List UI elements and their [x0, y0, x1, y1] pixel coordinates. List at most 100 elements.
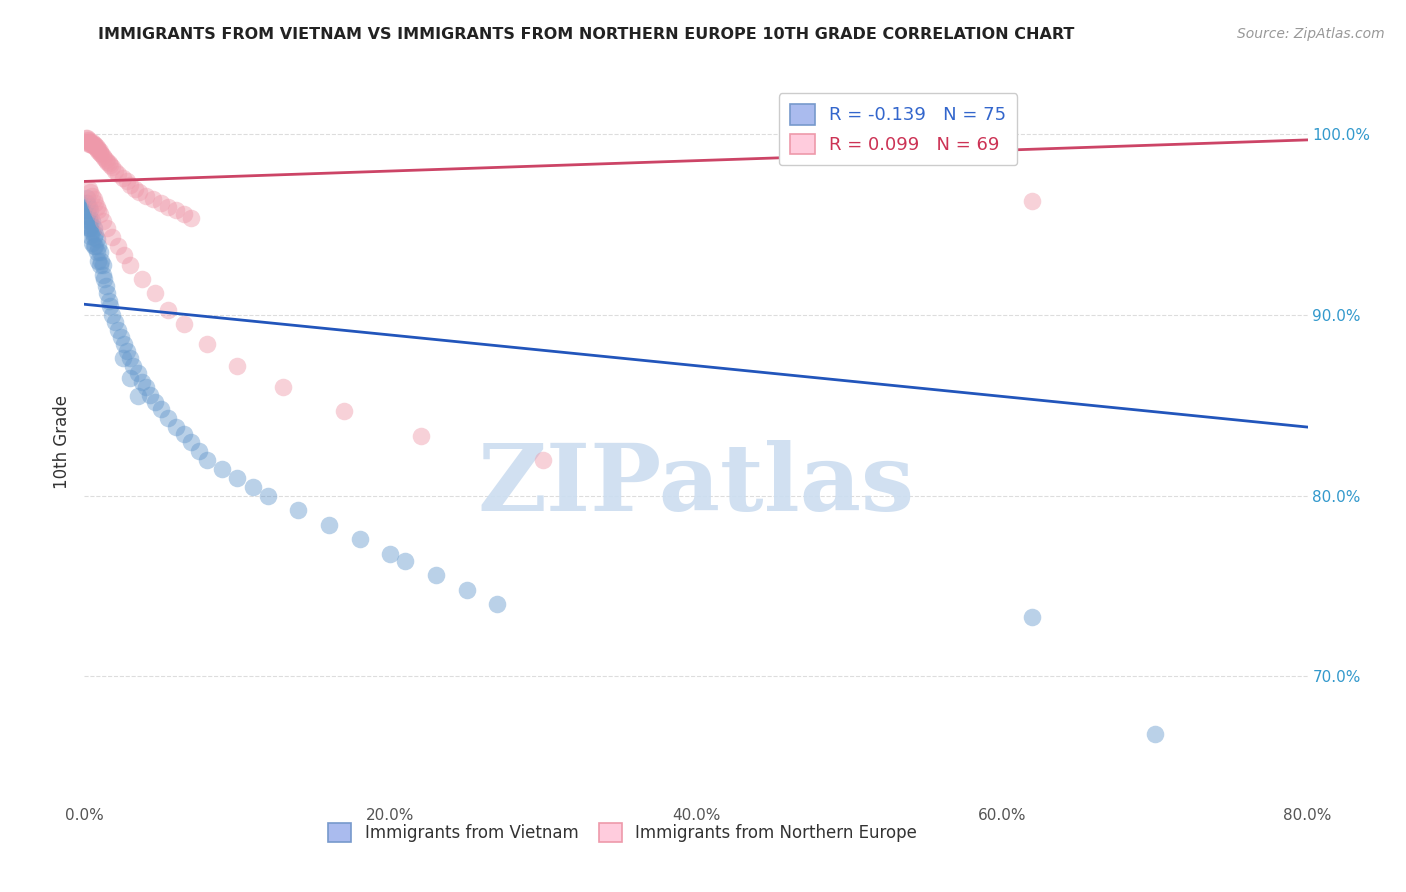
Point — [195, 452, 218, 467]
Point — [90, 253, 112, 268]
Point — [131, 272, 153, 286]
Point — [112, 248, 135, 262]
Point — [76, 196, 98, 211]
Point — [131, 375, 153, 389]
Point — [409, 429, 432, 443]
Point — [120, 351, 142, 366]
Point — [165, 203, 187, 218]
Point — [101, 230, 124, 244]
Point — [165, 420, 187, 434]
Point — [83, 221, 105, 235]
Point — [96, 154, 118, 169]
Point — [98, 158, 121, 172]
Point — [93, 151, 115, 165]
Point — [104, 163, 127, 178]
Point — [101, 160, 124, 174]
Point — [84, 196, 107, 211]
Point — [76, 133, 98, 147]
Point — [80, 189, 103, 203]
Point — [79, 228, 101, 243]
Point — [98, 299, 121, 313]
Point — [110, 330, 132, 344]
Point — [91, 268, 114, 283]
Point — [76, 191, 98, 205]
Point — [120, 178, 142, 192]
Point — [89, 207, 111, 221]
Point — [139, 387, 162, 401]
Point — [1143, 727, 1166, 741]
Point — [104, 315, 127, 329]
Point — [271, 380, 294, 394]
Point — [122, 359, 145, 373]
Point — [107, 322, 129, 336]
Point — [79, 214, 101, 228]
Point — [84, 138, 107, 153]
Point — [112, 337, 135, 351]
Point — [257, 489, 280, 503]
Point — [142, 193, 165, 207]
Point — [93, 272, 115, 286]
Point — [75, 131, 97, 145]
Point — [77, 136, 100, 151]
Point — [86, 140, 108, 154]
Point — [157, 411, 180, 425]
Point — [90, 147, 112, 161]
Point — [91, 258, 114, 272]
Legend: Immigrants from Vietnam, Immigrants from Northern Europe: Immigrants from Vietnam, Immigrants from… — [322, 816, 924, 848]
Point — [77, 209, 100, 223]
Point — [173, 207, 195, 221]
Point — [76, 203, 98, 218]
Point — [76, 131, 98, 145]
Point — [79, 135, 101, 149]
Point — [76, 218, 98, 232]
Point — [86, 142, 108, 156]
Point — [149, 402, 172, 417]
Point — [180, 434, 202, 449]
Point — [242, 480, 264, 494]
Point — [96, 286, 118, 301]
Point — [111, 170, 134, 185]
Point — [76, 135, 98, 149]
Point — [83, 136, 105, 151]
Point — [83, 230, 105, 244]
Point — [86, 200, 108, 214]
Point — [84, 140, 107, 154]
Point — [94, 153, 117, 167]
Point — [1021, 194, 1043, 209]
Point — [77, 135, 100, 149]
Point — [79, 136, 101, 151]
Point — [75, 196, 97, 211]
Point — [80, 225, 103, 239]
Point — [80, 235, 103, 250]
Point — [97, 156, 120, 170]
Point — [80, 138, 103, 153]
Point — [135, 380, 157, 394]
Point — [318, 517, 340, 532]
Point — [143, 286, 166, 301]
Point — [120, 258, 142, 272]
Point — [135, 189, 157, 203]
Point — [79, 186, 101, 200]
Point — [79, 221, 101, 235]
Point — [75, 203, 97, 218]
Point — [94, 279, 117, 293]
Point — [226, 359, 249, 373]
Point — [96, 221, 118, 235]
Point — [77, 214, 100, 228]
Text: IMMIGRANTS FROM VIETNAM VS IMMIGRANTS FROM NORTHERN EUROPE 10TH GRADE CORRELATIO: IMMIGRANTS FROM VIETNAM VS IMMIGRANTS FR… — [98, 27, 1074, 42]
Point — [83, 193, 105, 207]
Point — [79, 203, 101, 218]
Point — [115, 344, 138, 359]
Point — [1021, 609, 1043, 624]
Point — [143, 394, 166, 409]
Point — [188, 443, 211, 458]
Text: Source: ZipAtlas.com: Source: ZipAtlas.com — [1237, 27, 1385, 41]
Point — [76, 209, 98, 223]
Point — [87, 239, 110, 253]
Point — [80, 136, 103, 151]
Point — [149, 196, 172, 211]
Point — [80, 135, 103, 149]
Point — [115, 174, 138, 188]
Point — [173, 317, 195, 331]
Point — [91, 214, 114, 228]
